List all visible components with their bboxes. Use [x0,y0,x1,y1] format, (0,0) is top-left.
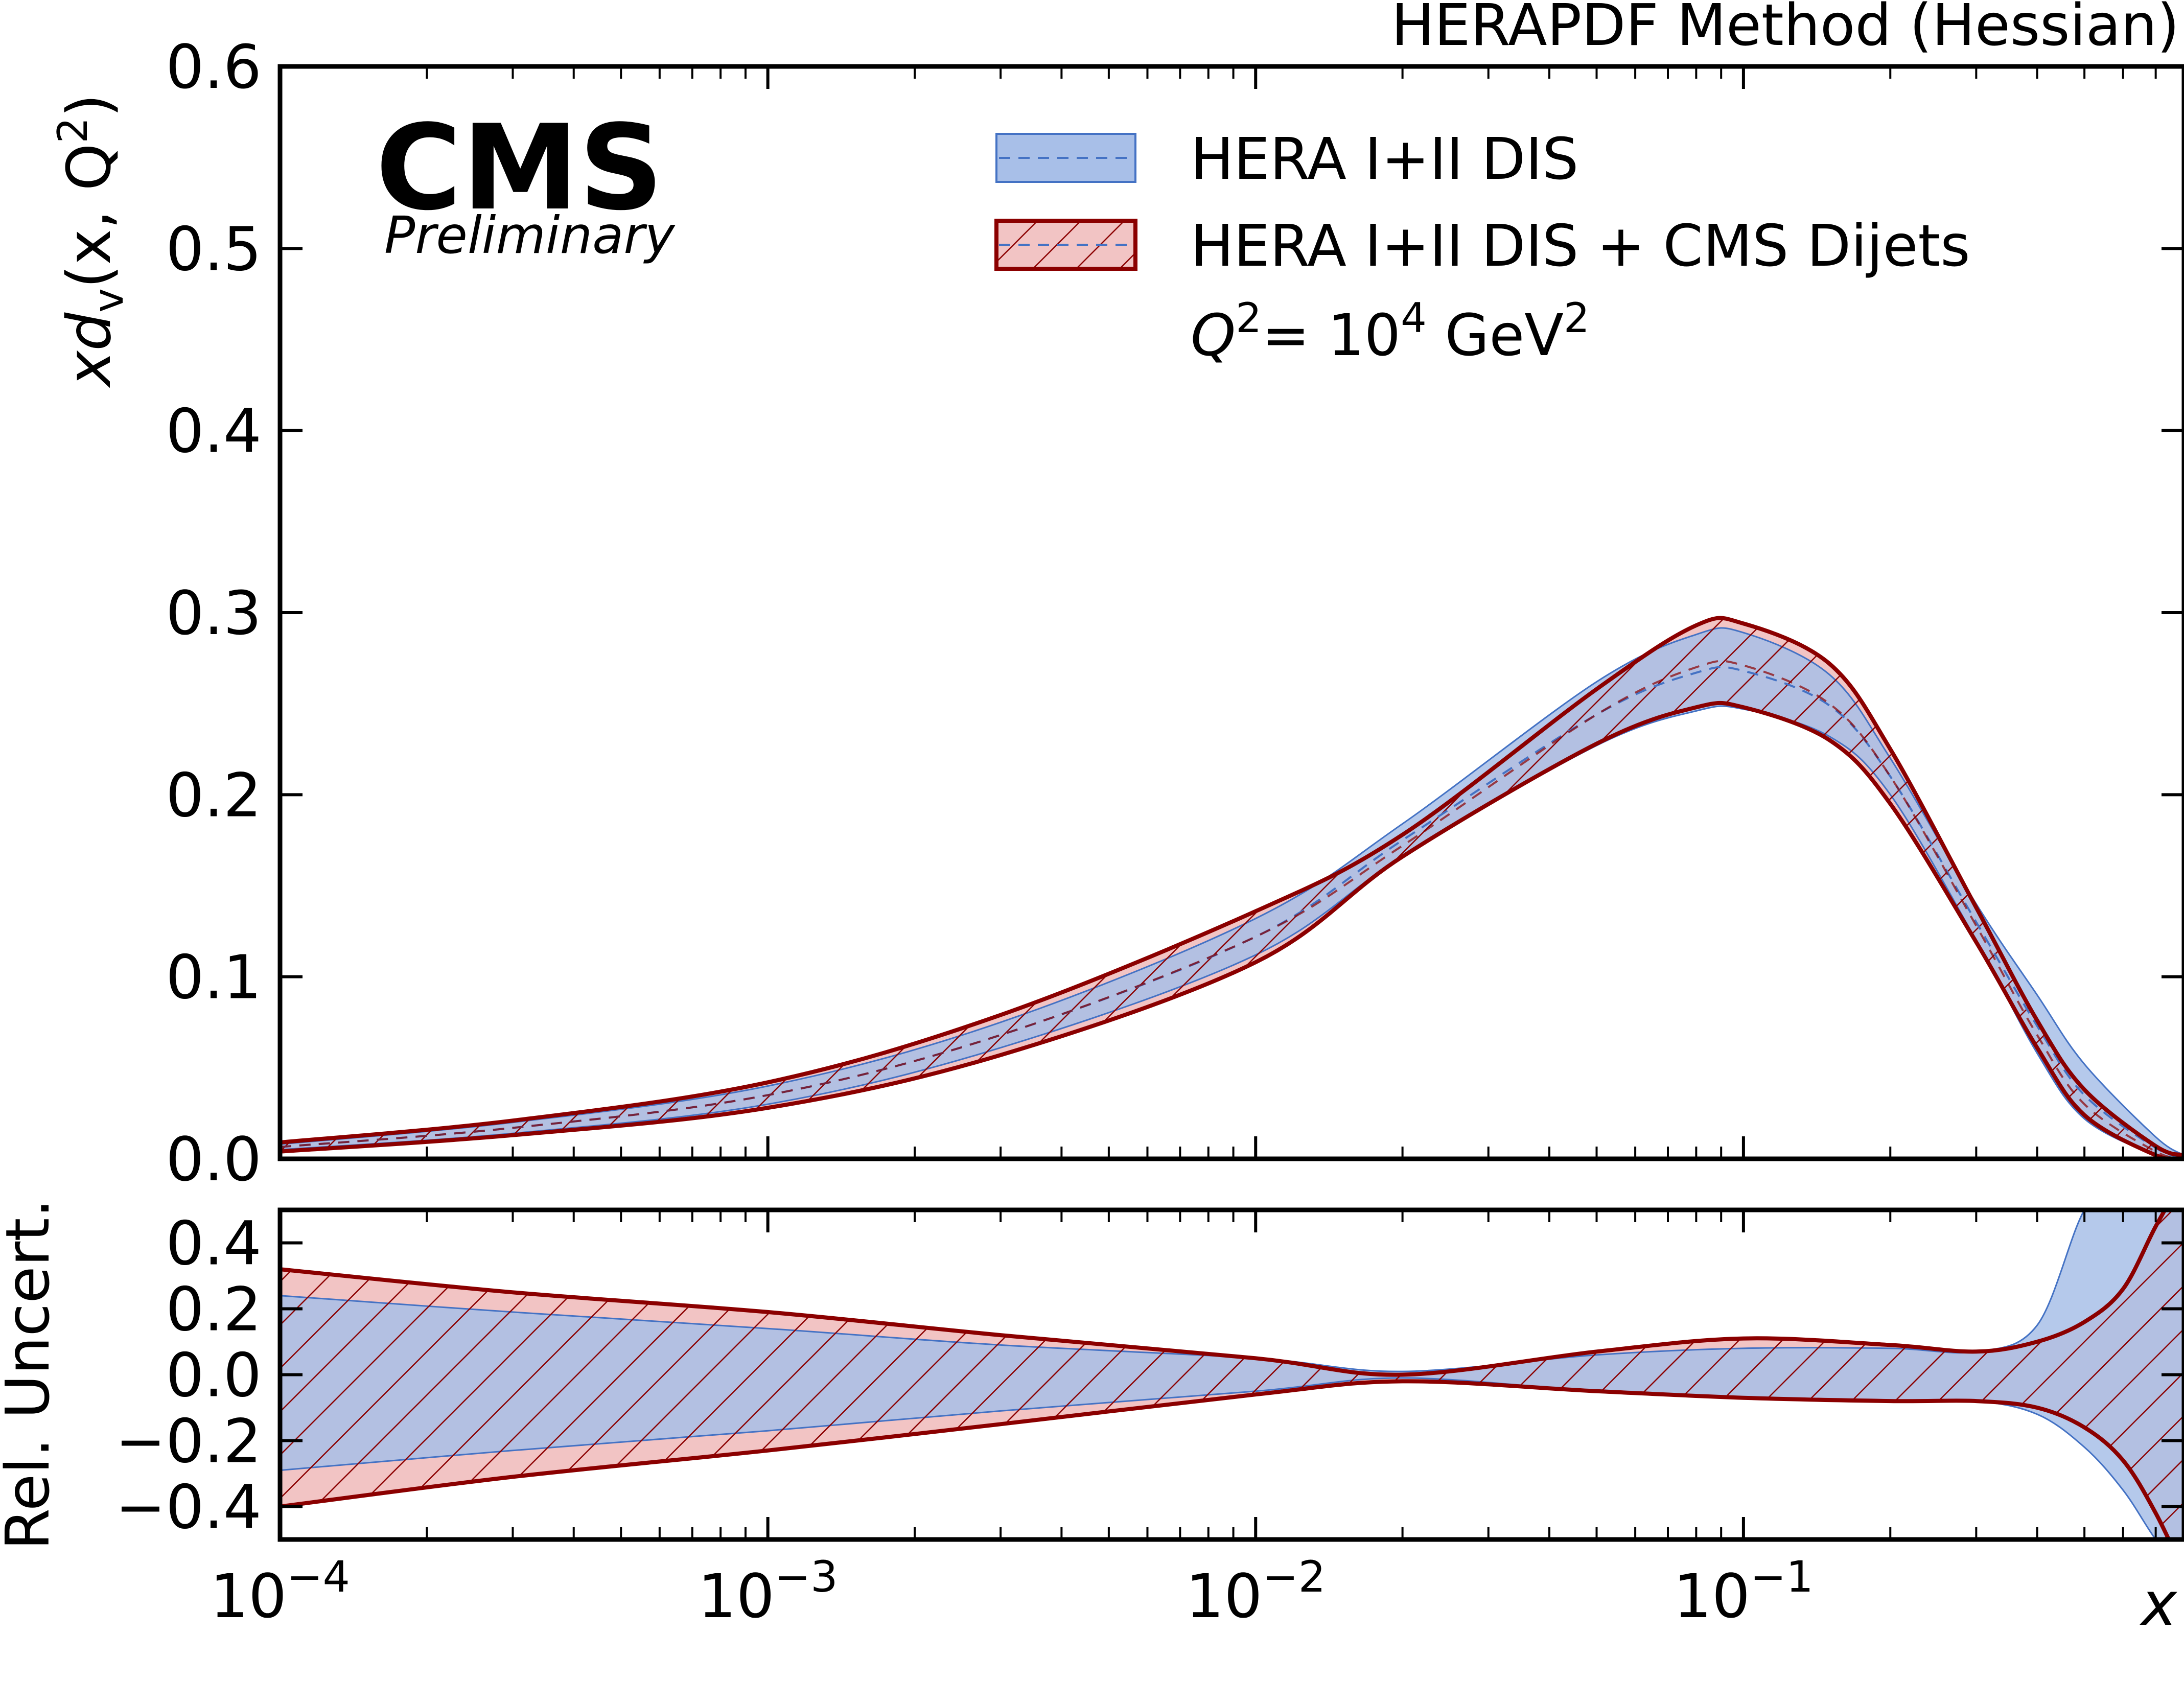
lower-ticks [278,1210,2184,1539]
lower-upper-edge-cms-dijets [280,1210,2168,1377]
preliminary-label: Preliminary [384,205,676,265]
upper-central-hera-dis [280,666,2184,1158]
legend-entry-hera-dis: HERA I+II DIS [995,126,1578,193]
upper-central-cms-dijets [280,660,2184,1159]
upper-ytick-label: 0.4 [166,396,262,466]
lower-ytick-label: 0.4 [166,1208,262,1279]
lower-ytick-label: 0.0 [166,1340,262,1411]
lower-panel: 0.40.20.0−0.2−0.4 10−4 10−3 10−2 10−1 Rel. … [0,1199,2184,1639]
legend-label-cms-dijets: HERA I+II DIS + CMS Dijets [1191,213,1970,279]
lower-bands [280,1210,2184,1539]
lower-y-axis-label: Rel. Uncert. [0,1199,63,1550]
xtick-label: 10−4 [210,1552,350,1631]
upper-panel: 0.0 0.1 0.2 0.3 0.4 0.5 0.6 xdv(x, Q2) CMS Pre… [49,32,2184,1195]
lower-ytick-label: 0.2 [166,1274,262,1345]
lower-ytick-labels: 0.40.20.0−0.2−0.4 [115,1208,262,1543]
upper-ytick-label: 0.3 [166,578,262,648]
xtick-label: 10−3 [698,1552,838,1631]
upper-band-fill-cms-dijets [280,618,2184,1159]
upper-lower-edge-cms-dijets [280,701,2184,1159]
upper-bands [280,616,2184,1159]
upper-band-hatch-cms-dijets [280,618,2184,1159]
legend: HERA I+II DIS HERA I+II DIS + CMS Dijets… [994,126,1970,369]
legend-label-hera-dis: HERA I+II DIS [1191,126,1578,193]
cms-logo: CMS [376,100,663,237]
legend-entry-hera-dis-cms-dijets: HERA I+II DIS + CMS Dijets [994,213,1970,279]
xtick-label: 10−2 [1186,1552,1326,1631]
lower-ytick-label: −0.4 [115,1472,262,1543]
upper-ytick-labels: 0.0 0.1 0.2 0.3 0.4 0.5 0.6 [166,32,262,1195]
upper-upper-edge-cms-dijets [280,616,2184,1157]
upper-ytick-label: 0.1 [166,942,262,1013]
x-axis-label: x [2139,1569,2177,1639]
xtick-labels: 10−4 10−3 10−2 10−1 [210,1552,1814,1631]
q2-annotation: Q2= 104 GeV2 [1191,294,1590,369]
lower-band-hatch-cms-dijets [280,1210,2184,1539]
xtick-label: 10−1 [1674,1552,1814,1631]
chart-title: HERAPDF Method (Hessian) [1391,0,2179,59]
upper-ticks [278,65,2184,1160]
upper-ytick-label: 0.6 [166,32,262,102]
lower-lower-edge-cms-dijets [280,1379,2171,1539]
upper-ytick-label: 0.5 [166,214,262,284]
upper-band-hera-dis [280,627,2184,1159]
upper-ytick-label: 0.0 [166,1124,262,1195]
lower-ytick-label: −0.2 [115,1406,262,1477]
upper-ytick-label: 0.2 [166,760,262,830]
upper-y-axis-label: xdv(x, Q2) [49,94,132,389]
